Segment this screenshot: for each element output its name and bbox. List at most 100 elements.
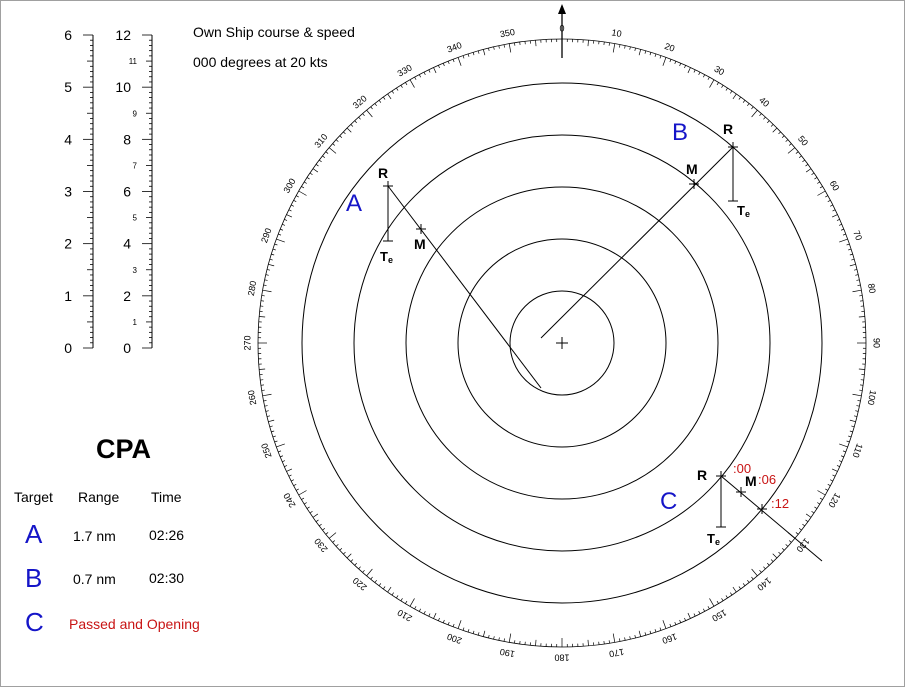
bearing-tick [482, 49, 486, 56]
bearing-tick [263, 284, 267, 286]
bearing-tick [698, 71, 701, 75]
bearing-tick [732, 586, 737, 593]
bearing-tick [350, 124, 354, 127]
cpa-row-c-target: C [25, 607, 44, 637]
target-c-r-label: R [697, 467, 707, 483]
bearing-tick [264, 405, 268, 407]
bearing-label: 90 [872, 338, 882, 348]
bearing-tick [343, 551, 346, 555]
bearing-tick [319, 159, 322, 163]
bearing-tick [269, 258, 273, 261]
bearing-tick [328, 147, 337, 154]
range-ring-2 [457, 238, 667, 448]
scale-left-label: 0 [64, 340, 72, 356]
bearing-tick [709, 598, 715, 607]
bearing-tick [272, 248, 276, 251]
target-c-m-mark [736, 487, 746, 497]
scale-right-minor-label: 1 [133, 318, 138, 327]
target-c-time-00: :00 [733, 461, 751, 476]
bearing-tick [849, 430, 853, 433]
bearing-tick [805, 513, 812, 518]
scale-right-major-label: 10 [115, 79, 131, 95]
bearing-label: 250 [259, 442, 274, 460]
bearing-tick [374, 579, 377, 583]
bearing-tick [265, 410, 269, 412]
bearing-tick [619, 638, 621, 642]
bearing-tick [391, 592, 394, 596]
bearing-label: 200 [446, 631, 464, 646]
bearing-tick [503, 638, 505, 642]
bearing-label: 80 [866, 283, 878, 295]
bearing-tick [274, 243, 278, 246]
bearing-tick [709, 79, 715, 88]
bearing-tick [290, 479, 294, 482]
bearing-tick [767, 120, 770, 124]
scale-left-label: 4 [64, 131, 72, 147]
bearing-tick [825, 488, 829, 491]
bearing-tick [288, 209, 292, 212]
bearing-tick [654, 53, 657, 57]
bearing-tick [295, 195, 299, 198]
own-ship-course-speed: 000 degrees at 20 kts [193, 54, 328, 70]
target-c-m-label: M [745, 473, 757, 489]
bearing-label: 50 [796, 134, 810, 148]
bearing-tick [370, 106, 373, 110]
cpa-row-a-time: 02:26 [149, 527, 185, 543]
bearing-tick [457, 620, 462, 629]
bearing-tick [778, 131, 781, 135]
bearing-tick [770, 124, 774, 127]
target-c-label: C [660, 488, 677, 515]
bearing-tick [467, 53, 470, 57]
target-b-m-mark [689, 179, 699, 189]
bearing-tick [280, 455, 284, 458]
bearing-tick [836, 219, 840, 221]
target-c-time-06: :06 [758, 472, 776, 487]
bearing-tick [788, 143, 792, 146]
bearing-tick [751, 568, 758, 577]
cpa-row-c-status: Passed and Opening [69, 616, 200, 632]
bearing-tick [472, 630, 475, 634]
bearing-tick [856, 405, 860, 407]
bearing-tick [612, 633, 616, 643]
bearing-tick [354, 120, 357, 124]
bearing-tick [624, 45, 626, 49]
bearing-tick [306, 506, 310, 509]
bearing-tick [674, 621, 677, 625]
cpa-header-range: Range [78, 489, 120, 505]
own-ship-title: Own Ship course & speed [193, 24, 355, 40]
range-ring-5 [301, 82, 823, 604]
bearing-tick [433, 67, 437, 74]
bearing-tick [447, 621, 450, 625]
bearing-tick [703, 74, 706, 78]
bearing-tick [370, 576, 373, 580]
bearing-tick [831, 214, 838, 218]
bearing-tick [322, 155, 326, 158]
bearing-tick [262, 289, 272, 293]
bearing-tick [358, 566, 361, 570]
bearing-tick [362, 113, 365, 117]
bearing-tick [787, 147, 796, 154]
target-a-te-label: Te [380, 249, 393, 265]
bearing-tick [442, 619, 445, 623]
bearing-tick [346, 127, 352, 133]
cpa-row-a-range: 1.7 nm [73, 528, 116, 544]
target-b-r-mark [728, 142, 738, 152]
bearing-tick [649, 52, 652, 56]
bearing-tick [400, 85, 403, 88]
bearing-tick [849, 419, 856, 423]
compass-rose: 0102030405060708090100110120130140150160… [242, 4, 882, 663]
bearing-tick [263, 400, 267, 402]
bearing-tick [852, 393, 862, 397]
target-c-relative-motion-line [720, 475, 823, 562]
bearing-tick [493, 46, 495, 50]
bearing-tick [265, 274, 269, 276]
bearing-tick [725, 595, 728, 599]
bearing-label: 270 [242, 335, 252, 350]
bearing-tick [725, 87, 728, 91]
bearing-tick [781, 135, 785, 138]
bearing-tick [405, 82, 408, 86]
bearing-label: 220 [351, 575, 369, 592]
bearing-tick [778, 551, 781, 555]
bearing-tick [698, 611, 701, 615]
target-a-label: A [346, 190, 362, 217]
